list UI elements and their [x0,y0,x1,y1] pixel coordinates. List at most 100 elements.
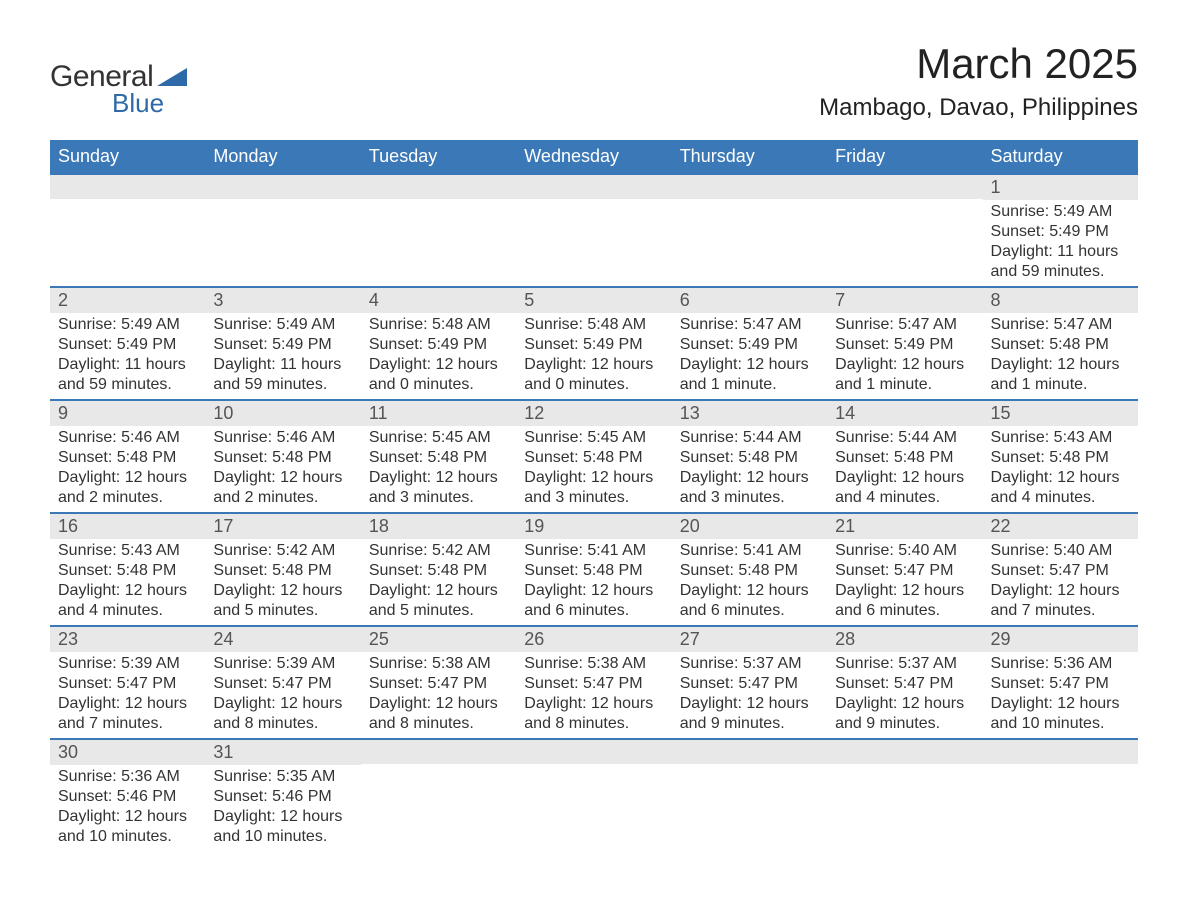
day-number: 12 [516,401,671,426]
day-body: Sunrise: 5:44 AMSunset: 5:48 PMDaylight:… [827,426,982,512]
day-number: 17 [205,514,360,539]
day-of-week-header: Tuesday [361,140,516,174]
day-detail-line: Daylight: 12 hours and 1 minute. [680,355,819,395]
calendar-day-cell [516,739,671,851]
day-detail-line: Sunrise: 5:43 AM [991,428,1130,448]
day-detail-line: Sunset: 5:49 PM [524,335,663,355]
day-body: Sunrise: 5:47 AMSunset: 5:49 PMDaylight:… [827,313,982,399]
day-detail-line: Sunset: 5:48 PM [213,561,352,581]
calendar-day-cell: 24Sunrise: 5:39 AMSunset: 5:47 PMDayligh… [205,626,360,739]
day-number: 25 [361,627,516,652]
day-number [516,740,671,764]
calendar-week-row: 2Sunrise: 5:49 AMSunset: 5:49 PMDaylight… [50,287,1138,400]
day-of-week-row: SundayMondayTuesdayWednesdayThursdayFrid… [50,140,1138,174]
day-detail-line: Daylight: 12 hours and 1 minute. [991,355,1130,395]
day-detail-line: Daylight: 12 hours and 7 minutes. [58,694,197,734]
calendar-day-cell: 22Sunrise: 5:40 AMSunset: 5:47 PMDayligh… [983,513,1138,626]
day-detail-line: Sunrise: 5:46 AM [58,428,197,448]
day-number [983,740,1138,764]
calendar-day-cell: 31Sunrise: 5:35 AMSunset: 5:46 PMDayligh… [205,739,360,851]
day-detail-line: Sunset: 5:48 PM [680,561,819,581]
day-detail-line: Sunrise: 5:39 AM [213,654,352,674]
calendar-week-row: 1Sunrise: 5:49 AMSunset: 5:49 PMDaylight… [50,174,1138,287]
calendar-day-cell: 11Sunrise: 5:45 AMSunset: 5:48 PMDayligh… [361,400,516,513]
day-detail-line: Sunrise: 5:40 AM [835,541,974,561]
calendar-day-cell: 7Sunrise: 5:47 AMSunset: 5:49 PMDaylight… [827,287,982,400]
day-detail-line: Sunset: 5:48 PM [680,448,819,468]
day-detail-line: Sunset: 5:47 PM [680,674,819,694]
day-number [672,740,827,764]
day-number: 8 [983,288,1138,313]
day-detail-line: Daylight: 12 hours and 0 minutes. [524,355,663,395]
day-detail-line: Sunrise: 5:49 AM [213,315,352,335]
day-detail-line: Sunset: 5:49 PM [680,335,819,355]
day-number: 13 [672,401,827,426]
calendar-day-cell [205,174,360,287]
day-body [361,764,516,784]
day-detail-line: Daylight: 12 hours and 8 minutes. [213,694,352,734]
calendar-day-cell [672,739,827,851]
day-number [827,740,982,764]
day-number: 9 [50,401,205,426]
calendar-day-cell: 18Sunrise: 5:42 AMSunset: 5:48 PMDayligh… [361,513,516,626]
day-number [205,175,360,199]
day-detail-line: Daylight: 12 hours and 9 minutes. [835,694,974,734]
day-body: Sunrise: 5:47 AMSunset: 5:49 PMDaylight:… [672,313,827,399]
day-number: 28 [827,627,982,652]
day-detail-line: Daylight: 12 hours and 4 minutes. [58,581,197,621]
day-body [516,764,671,784]
day-body: Sunrise: 5:36 AMSunset: 5:47 PMDaylight:… [983,652,1138,738]
day-body: Sunrise: 5:48 AMSunset: 5:49 PMDaylight:… [516,313,671,399]
day-number: 14 [827,401,982,426]
day-body: Sunrise: 5:35 AMSunset: 5:46 PMDaylight:… [205,765,360,851]
brand-logo: General Blue [50,40,187,119]
calendar-day-cell: 20Sunrise: 5:41 AMSunset: 5:48 PMDayligh… [672,513,827,626]
day-detail-line: Sunrise: 5:44 AM [835,428,974,448]
day-number [50,175,205,199]
day-body [516,199,671,219]
calendar-day-cell [983,739,1138,851]
day-detail-line: Sunset: 5:47 PM [369,674,508,694]
day-detail-line: Sunset: 5:46 PM [58,787,197,807]
location-subtitle: Mambago, Davao, Philippines [819,94,1138,122]
day-body: Sunrise: 5:49 AMSunset: 5:49 PMDaylight:… [983,200,1138,286]
day-detail-line: Sunrise: 5:36 AM [991,654,1130,674]
day-body: Sunrise: 5:49 AMSunset: 5:49 PMDaylight:… [50,313,205,399]
day-detail-line: Daylight: 12 hours and 10 minutes. [58,807,197,847]
day-detail-line: Sunset: 5:49 PM [369,335,508,355]
day-detail-line: Sunrise: 5:36 AM [58,767,197,787]
day-detail-line: Daylight: 12 hours and 6 minutes. [680,581,819,621]
day-number [361,175,516,199]
calendar-day-cell [361,174,516,287]
day-detail-line: Sunset: 5:48 PM [58,561,197,581]
calendar-day-cell [516,174,671,287]
calendar-day-cell: 3Sunrise: 5:49 AMSunset: 5:49 PMDaylight… [205,287,360,400]
calendar-day-cell: 25Sunrise: 5:38 AMSunset: 5:47 PMDayligh… [361,626,516,739]
day-detail-line: Sunset: 5:47 PM [991,561,1130,581]
calendar-day-cell: 29Sunrise: 5:36 AMSunset: 5:47 PMDayligh… [983,626,1138,739]
day-body: Sunrise: 5:38 AMSunset: 5:47 PMDaylight:… [361,652,516,738]
day-body: Sunrise: 5:43 AMSunset: 5:48 PMDaylight:… [983,426,1138,512]
day-number: 5 [516,288,671,313]
calendar-day-cell: 9Sunrise: 5:46 AMSunset: 5:48 PMDaylight… [50,400,205,513]
calendar-day-cell [361,739,516,851]
calendar-day-cell: 12Sunrise: 5:45 AMSunset: 5:48 PMDayligh… [516,400,671,513]
day-detail-line: Sunset: 5:48 PM [835,448,974,468]
day-detail-line: Sunset: 5:47 PM [58,674,197,694]
day-number: 18 [361,514,516,539]
day-body: Sunrise: 5:37 AMSunset: 5:47 PMDaylight:… [672,652,827,738]
day-of-week-header: Saturday [983,140,1138,174]
day-body: Sunrise: 5:41 AMSunset: 5:48 PMDaylight:… [672,539,827,625]
day-detail-line: Daylight: 12 hours and 8 minutes. [369,694,508,734]
calendar-day-cell [827,174,982,287]
day-number: 22 [983,514,1138,539]
day-number: 6 [672,288,827,313]
day-detail-line: Daylight: 12 hours and 6 minutes. [835,581,974,621]
calendar-day-cell: 28Sunrise: 5:37 AMSunset: 5:47 PMDayligh… [827,626,982,739]
calendar-day-cell: 26Sunrise: 5:38 AMSunset: 5:47 PMDayligh… [516,626,671,739]
day-detail-line: Sunset: 5:48 PM [369,561,508,581]
day-of-week-header: Monday [205,140,360,174]
day-number: 15 [983,401,1138,426]
day-number: 2 [50,288,205,313]
day-detail-line: Daylight: 12 hours and 1 minute. [835,355,974,395]
